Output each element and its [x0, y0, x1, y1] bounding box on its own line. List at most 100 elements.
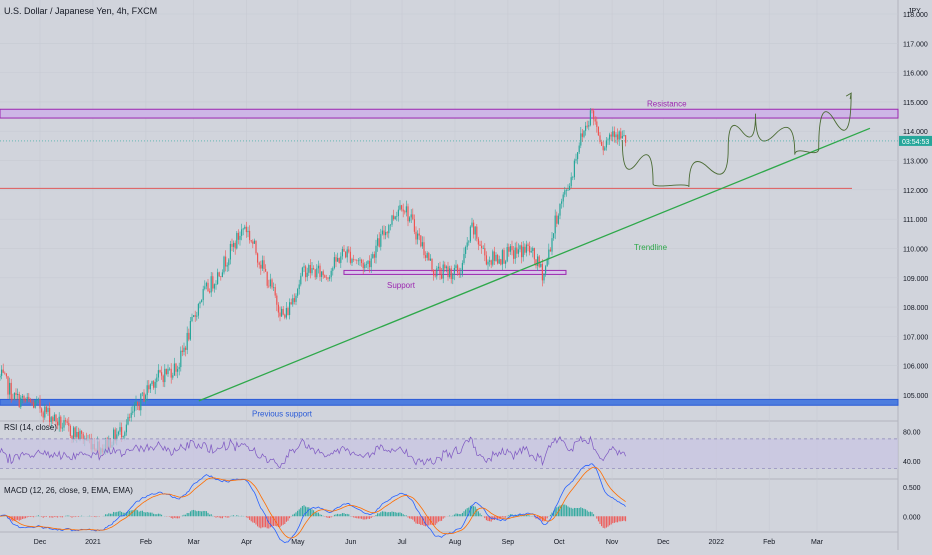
- candle-body: [164, 368, 166, 383]
- candle-body: [237, 232, 239, 240]
- candle-body: [533, 248, 535, 260]
- price-axis[interactable]: 118.000 117.000 116.000 115.000 114.000 113.0…: [0, 12, 932, 521]
- candle-body: [345, 251, 347, 258]
- candle-body: [375, 245, 377, 258]
- candle-body: [71, 435, 73, 439]
- candle-body: [231, 243, 233, 247]
- candle-body: [154, 382, 156, 388]
- candle-body: [209, 291, 211, 293]
- candle-body: [247, 230, 249, 233]
- candle-body: [612, 131, 614, 137]
- macd-label[interactable]: MACD (12, 26, close, 9, EMA, EMA): [4, 486, 133, 495]
- candle-body: [172, 375, 174, 378]
- candle-body: [535, 259, 537, 266]
- price-tick-label: 107.000: [903, 334, 928, 341]
- candle-body: [260, 264, 262, 269]
- candle-body: [125, 424, 127, 433]
- price-tick-label: 105.000: [903, 393, 928, 400]
- candle-body: [20, 397, 22, 408]
- candle-body: [4, 372, 6, 374]
- candle-body: [277, 304, 279, 313]
- candle-body: [481, 245, 483, 249]
- time-tick-label: May: [291, 539, 305, 546]
- candle-body: [189, 321, 191, 340]
- candle-body: [580, 133, 582, 146]
- candle-body: [119, 427, 121, 432]
- rsi-pane[interactable]: [0, 435, 898, 469]
- candle-body: [517, 249, 519, 254]
- candle-body: [257, 253, 259, 263]
- candle-body: [68, 422, 70, 426]
- candle-body: [282, 308, 284, 315]
- candle-body: [162, 375, 164, 383]
- candle-body: [412, 214, 414, 220]
- candle-body: [609, 134, 611, 140]
- candle-body: [423, 242, 425, 256]
- candle-body: [233, 242, 235, 247]
- candle-body: [477, 238, 479, 245]
- candle-body: [145, 395, 147, 402]
- candle-body: [153, 381, 155, 388]
- candle-body: [202, 289, 204, 301]
- candle-body: [5, 373, 7, 377]
- symbol-title[interactable]: U.S. Dollar / Japanese Yen, 4h, FXCM: [4, 6, 157, 16]
- candle-body: [191, 316, 193, 322]
- candle-body: [245, 226, 247, 233]
- candle-body: [588, 125, 590, 127]
- projection-path: [621, 93, 852, 188]
- rsi-label[interactable]: RSI (14, close): [4, 423, 57, 432]
- candle-body: [175, 363, 177, 372]
- candle-body: [188, 332, 190, 340]
- candle-body: [569, 186, 571, 190]
- candle-body: [444, 264, 446, 269]
- candle-body: [63, 420, 65, 428]
- candle-body: [514, 247, 516, 259]
- price-tick-label: 112.000: [903, 188, 928, 195]
- candle-body: [340, 256, 342, 263]
- rsi-line: [0, 435, 626, 469]
- candle-body: [607, 139, 609, 141]
- candle-body: [573, 160, 575, 178]
- macd-pane[interactable]: [0, 463, 627, 544]
- candle-body: [249, 230, 251, 241]
- candle-body: [348, 249, 350, 252]
- candle-body: [599, 135, 601, 142]
- candle-body: [271, 279, 273, 288]
- candle-body: [335, 257, 337, 262]
- candle-body: [7, 376, 9, 395]
- candle-body: [495, 254, 497, 261]
- candle-body: [185, 347, 187, 350]
- candle-body: [434, 275, 436, 277]
- candle-body: [81, 430, 83, 434]
- time-axis[interactable]: Dec 2021 Feb Mar Apr May Jun Jul Aug Sep Oct Nov Dec…: [34, 539, 824, 546]
- candle-body: [493, 251, 495, 261]
- candle-body: [322, 271, 324, 276]
- candle-body: [341, 248, 343, 257]
- trendline: [198, 127, 871, 402]
- candle-body: [388, 225, 390, 234]
- candle-body: [474, 226, 476, 235]
- candle-body: [274, 287, 276, 296]
- candle-body: [399, 205, 401, 210]
- candle-body: [36, 399, 38, 401]
- time-tick-label: 2022: [708, 539, 724, 546]
- candle-body: [367, 260, 369, 264]
- candle-body: [317, 265, 319, 269]
- drawing-tools[interactable]: Resistance Support Trendline Previous suppo…: [198, 92, 871, 418]
- candle-body: [428, 253, 430, 261]
- candle-body: [61, 427, 63, 429]
- candle-body: [207, 282, 209, 292]
- time-tick-label: Feb: [140, 539, 152, 546]
- candle-body: [311, 268, 313, 274]
- candle-body: [28, 396, 30, 400]
- candle-body: [601, 141, 603, 146]
- candle-body: [343, 248, 345, 252]
- candle-body: [337, 257, 339, 262]
- candle-body: [45, 406, 47, 413]
- candle-body: [10, 382, 12, 400]
- candle-body: [26, 396, 28, 401]
- candle-body: [549, 249, 551, 252]
- candle-body: [303, 266, 305, 268]
